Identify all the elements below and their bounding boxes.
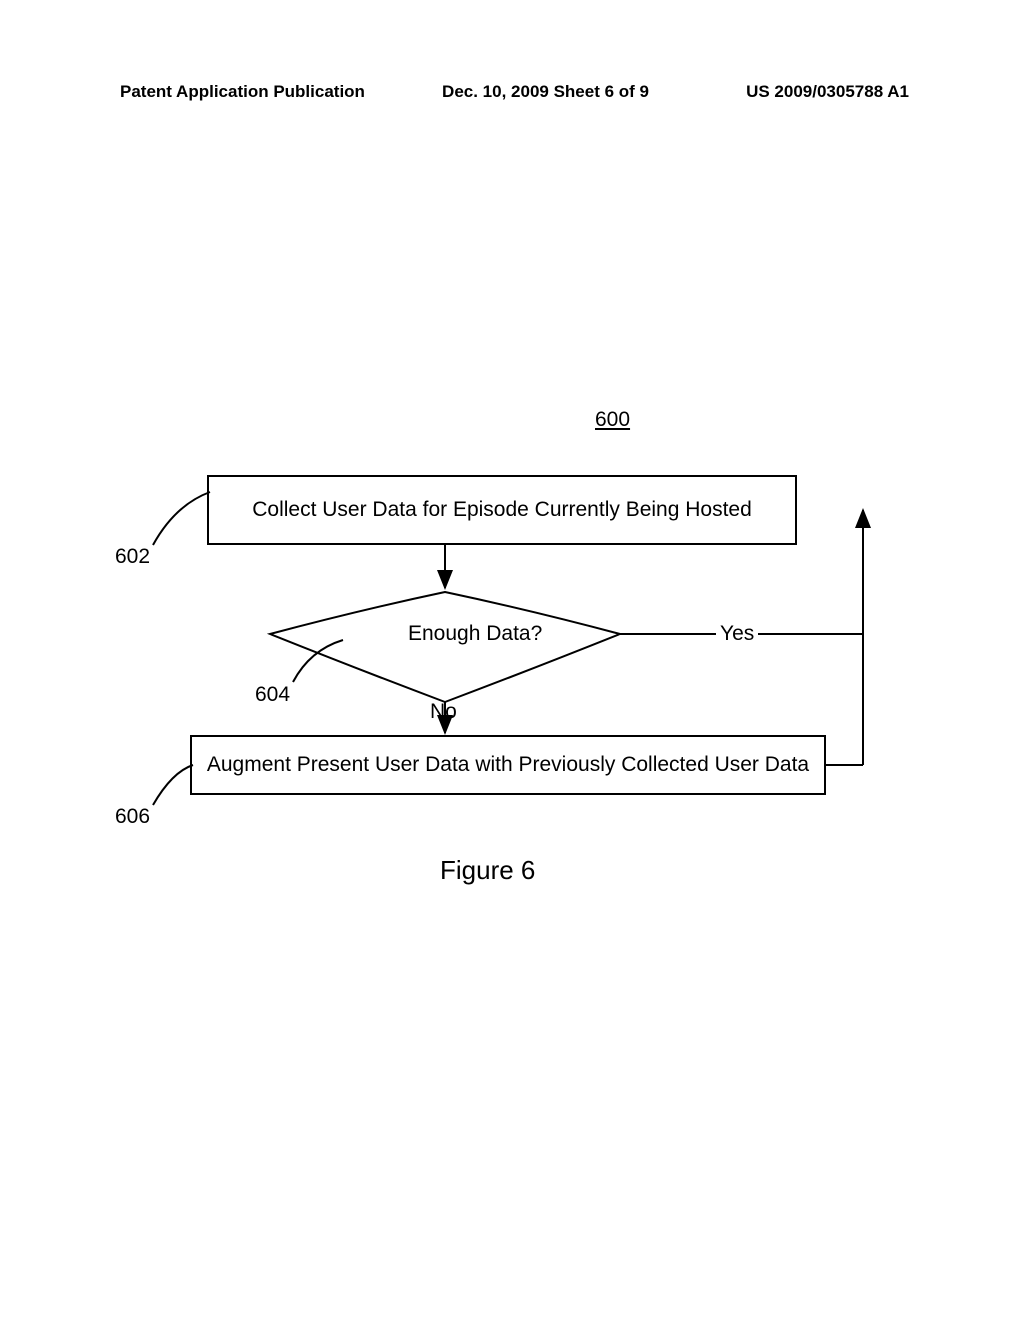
leader-602 (153, 492, 210, 545)
flowchart-svg (0, 0, 1024, 1320)
decision-diamond (270, 592, 620, 702)
leader-606 (153, 765, 193, 805)
